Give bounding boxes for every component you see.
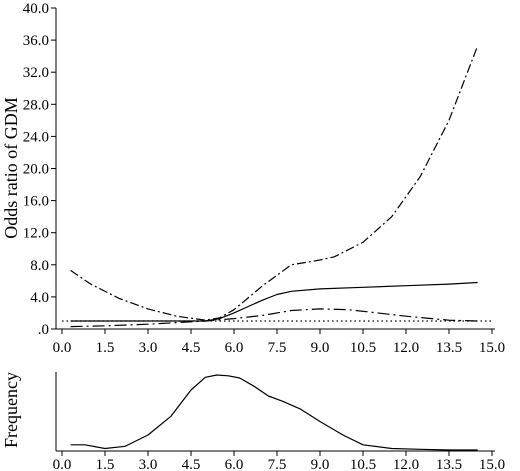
bottom-x-tick-label: 15.0 xyxy=(479,457,505,471)
top-x-tick-label: 10.5 xyxy=(350,340,376,356)
top-x-tick-label: 1.5 xyxy=(96,340,115,356)
top-y-tick-label: 4.0 xyxy=(30,290,49,306)
top-y-tick-label: 32.0 xyxy=(23,65,49,81)
bottom-x-tick-label: 6.0 xyxy=(225,457,244,471)
bottom-x-tick-label: 0.0 xyxy=(53,457,72,471)
top-y-tick-label: 40.0 xyxy=(23,1,49,17)
bottom-x-tick-label: 10.5 xyxy=(350,457,376,471)
top-x-tick-label: 7.5 xyxy=(268,340,287,356)
top-y-tick-label: 36.0 xyxy=(23,33,49,49)
bottom-x-tick-label: 9.0 xyxy=(311,457,330,471)
bottom-x-tick-label: 1.5 xyxy=(96,457,115,471)
top-y-tick-label: 16.0 xyxy=(23,194,49,210)
bottom-x-tick-label: 3.0 xyxy=(139,457,158,471)
odds-ratio-line xyxy=(70,281,478,322)
top-x-tick-label: 13.5 xyxy=(436,340,462,356)
top-y-tick-label: .0 xyxy=(38,322,49,338)
upper-ci-line xyxy=(70,45,479,321)
bottom-x-tick-label: 12.0 xyxy=(393,457,419,471)
top-x-tick-label: 12.0 xyxy=(393,340,419,356)
bottom-x-tick-label: 13.5 xyxy=(436,457,462,471)
lower-ci-line xyxy=(70,308,478,328)
odds-ratio-plot: .0 4.0 8.0 12.0 16.0 20.0 24.0 28.0 32.0 36.0 40.0… xyxy=(1,1,505,356)
top-x-tick-label: 6.0 xyxy=(225,340,244,356)
frequency-curve xyxy=(70,374,478,451)
frequency-plot: 0.0 1.5 3.0 4.5 6.0 7.5 9.0 10.5 12.0 13.5 15.0 Fr… xyxy=(1,372,505,471)
bottom-x-tick-label: 4.5 xyxy=(182,457,201,471)
top-x-tick-label: 9.0 xyxy=(311,340,330,356)
top-x-tick-label: 3.0 xyxy=(139,340,158,356)
bottom-y-axis-label: Frequency xyxy=(1,372,21,448)
top-y-tick-label: 12.0 xyxy=(23,226,49,242)
top-x-tick-label: 15.0 xyxy=(479,340,505,356)
top-y-tick-label: 28.0 xyxy=(23,97,49,113)
top-y-tick-label: 20.0 xyxy=(23,162,49,178)
top-y-tick-label: 24.0 xyxy=(23,129,49,145)
top-y-axis-label: Odds ratio of GDM xyxy=(1,97,21,239)
top-y-tick-label: 8.0 xyxy=(30,258,49,274)
top-x-tick-label: 4.5 xyxy=(182,340,201,356)
bottom-x-tick-label: 7.5 xyxy=(268,457,287,471)
top-x-tick-label: 0.0 xyxy=(53,340,72,356)
